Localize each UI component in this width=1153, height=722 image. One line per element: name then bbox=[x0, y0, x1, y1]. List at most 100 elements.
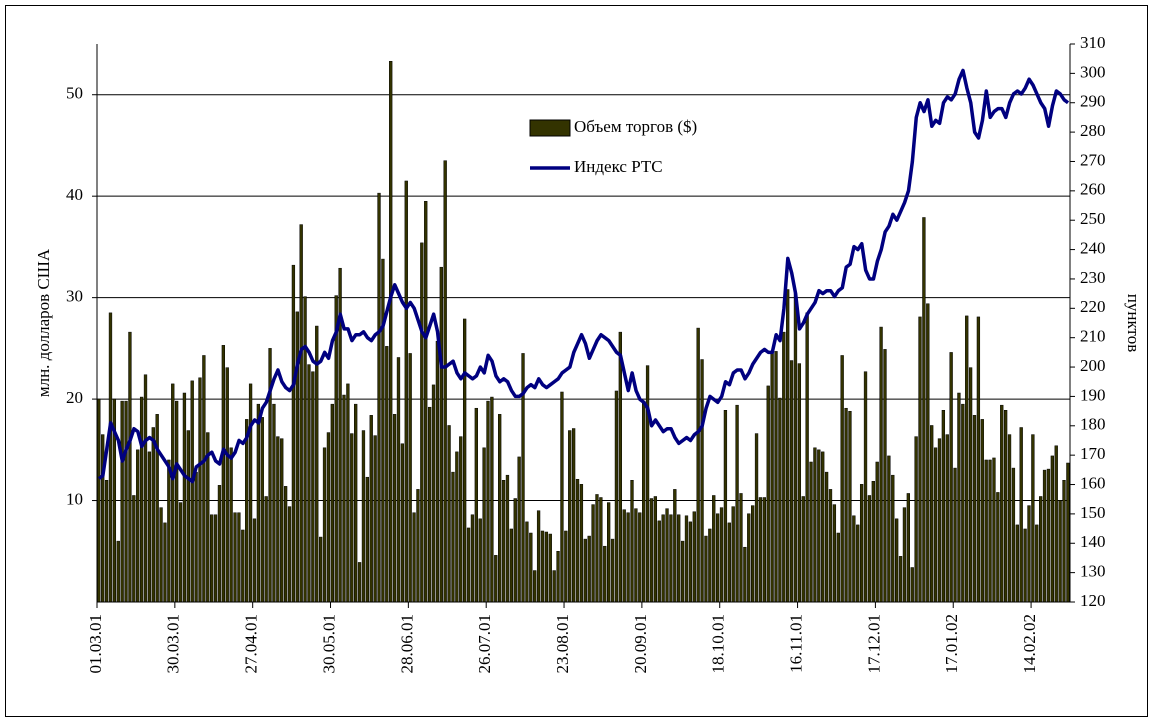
bar bbox=[416, 489, 420, 603]
bar bbox=[315, 325, 319, 603]
x-tick-label: 01.03.01 bbox=[86, 614, 105, 674]
bar bbox=[186, 430, 190, 603]
bar bbox=[505, 474, 510, 603]
bar bbox=[618, 331, 622, 603]
bar bbox=[700, 359, 704, 603]
bar bbox=[972, 415, 977, 603]
bar bbox=[859, 484, 864, 603]
bar bbox=[373, 435, 377, 603]
bar bbox=[770, 353, 774, 603]
bar bbox=[797, 363, 802, 603]
bar bbox=[871, 481, 875, 603]
x-tick-label: 30.03.01 bbox=[164, 614, 183, 674]
bar bbox=[466, 527, 471, 603]
bar bbox=[953, 467, 957, 603]
bar bbox=[758, 497, 763, 603]
bar bbox=[875, 461, 879, 603]
bar bbox=[595, 494, 599, 603]
bar bbox=[163, 522, 167, 603]
bar bbox=[867, 495, 872, 603]
bar bbox=[762, 497, 766, 603]
bar bbox=[482, 447, 486, 603]
bar bbox=[988, 459, 992, 603]
bar bbox=[439, 266, 443, 603]
bar bbox=[719, 507, 724, 603]
bar bbox=[178, 502, 183, 603]
y2-tick-label: 160 bbox=[1080, 473, 1106, 492]
bar bbox=[361, 430, 366, 603]
bar bbox=[233, 512, 237, 603]
bar bbox=[731, 506, 735, 603]
bar bbox=[424, 201, 428, 603]
bar bbox=[751, 505, 755, 603]
bar bbox=[891, 474, 895, 603]
bar bbox=[680, 540, 685, 603]
bar bbox=[739, 493, 743, 603]
bar bbox=[727, 522, 731, 603]
y2-tick-label: 200 bbox=[1080, 356, 1106, 375]
bar bbox=[455, 451, 459, 603]
bar bbox=[579, 484, 584, 603]
bar bbox=[159, 507, 163, 603]
bar bbox=[634, 508, 638, 603]
bar bbox=[490, 396, 494, 603]
bar bbox=[836, 532, 840, 603]
bar bbox=[673, 489, 677, 603]
bar bbox=[941, 410, 946, 603]
bar bbox=[1050, 455, 1054, 603]
bar bbox=[221, 345, 225, 603]
x-tick-label: 20.09.01 bbox=[631, 614, 650, 674]
line bbox=[97, 68, 1070, 484]
bar bbox=[260, 417, 264, 603]
bar bbox=[661, 514, 665, 603]
bar bbox=[1058, 500, 1062, 603]
bar bbox=[116, 540, 120, 603]
bar bbox=[996, 492, 1000, 603]
bar bbox=[509, 528, 514, 603]
y2-tick-label: 290 bbox=[1080, 92, 1106, 111]
bar bbox=[210, 514, 214, 603]
bar bbox=[902, 507, 907, 603]
bar bbox=[334, 295, 338, 603]
bar bbox=[949, 352, 953, 603]
bar bbox=[404, 180, 408, 603]
bar bbox=[976, 316, 981, 603]
bar bbox=[136, 449, 140, 603]
bar bbox=[575, 478, 580, 603]
bar bbox=[241, 529, 245, 603]
bar bbox=[217, 485, 222, 603]
bar bbox=[1035, 524, 1039, 603]
bar bbox=[408, 353, 412, 603]
bar bbox=[544, 531, 549, 603]
bar bbox=[684, 515, 689, 603]
bar bbox=[817, 449, 821, 603]
bar bbox=[828, 489, 833, 603]
bar bbox=[778, 397, 782, 603]
bar bbox=[610, 538, 615, 603]
bar bbox=[381, 258, 385, 603]
bar bbox=[529, 532, 533, 603]
bar bbox=[801, 496, 805, 603]
bar bbox=[895, 518, 899, 603]
legend-label: Объем торгов ($) bbox=[574, 117, 697, 136]
bar bbox=[385, 346, 389, 603]
bar bbox=[930, 425, 934, 603]
bar bbox=[276, 436, 280, 603]
legend-label: Индекс РТС bbox=[574, 157, 663, 176]
bar bbox=[1015, 524, 1019, 603]
bar bbox=[151, 427, 155, 603]
bar bbox=[412, 512, 416, 603]
bar bbox=[447, 425, 451, 603]
bar bbox=[248, 383, 253, 603]
x-tick-label: 30.05.01 bbox=[319, 614, 338, 674]
bar bbox=[852, 515, 856, 603]
bar bbox=[443, 160, 447, 603]
bar bbox=[879, 326, 883, 603]
bar bbox=[571, 428, 576, 603]
bar bbox=[782, 331, 786, 603]
bar bbox=[459, 436, 463, 603]
y2-tick-label: 190 bbox=[1080, 385, 1106, 404]
bar bbox=[1042, 469, 1047, 603]
bar bbox=[824, 471, 829, 603]
